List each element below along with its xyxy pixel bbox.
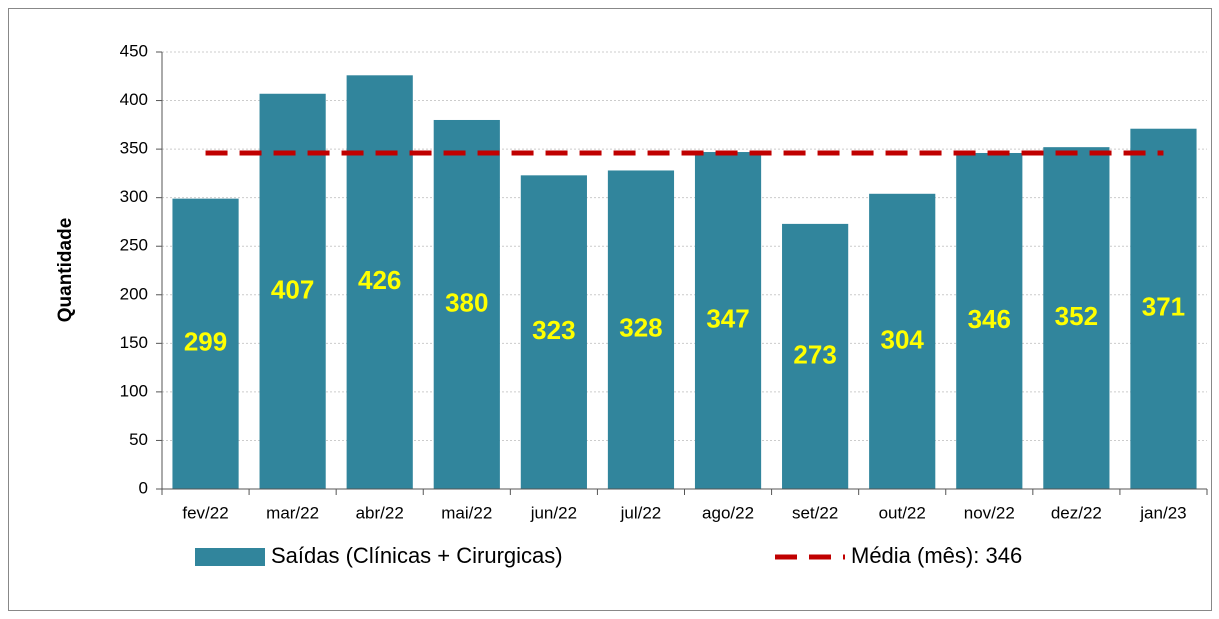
- y-axis-label: Quantidade: [55, 218, 76, 323]
- y-tick-label: 250: [120, 236, 148, 255]
- y-tick-label: 350: [120, 139, 148, 158]
- data-label: 426: [358, 265, 401, 295]
- x-tick-label: mar/22: [266, 503, 319, 522]
- data-label: 407: [271, 274, 314, 304]
- x-tick-label: jan/23: [1139, 503, 1186, 522]
- data-label: 380: [445, 287, 488, 317]
- y-tick-label: 200: [120, 284, 148, 303]
- x-tick-label: jun/22: [530, 503, 577, 522]
- data-label: 299: [184, 327, 227, 357]
- data-label: 347: [706, 303, 749, 333]
- x-tick-label: ago/22: [702, 503, 754, 522]
- x-tick-label: jul/22: [620, 503, 662, 522]
- x-tick-label: mai/22: [441, 503, 492, 522]
- bar: [433, 119, 500, 489]
- x-tick-label: abr/22: [356, 503, 404, 522]
- y-tick-label: 0: [139, 478, 148, 497]
- bar: [782, 223, 849, 490]
- x-tick-label: set/22: [792, 503, 838, 522]
- data-label: 352: [1055, 301, 1098, 331]
- data-label: 328: [619, 313, 662, 343]
- y-tick-label: 150: [120, 333, 148, 352]
- data-label: 273: [793, 339, 836, 369]
- legend-label: Média (mês): 346: [851, 543, 1022, 568]
- data-label: 304: [881, 324, 925, 354]
- bar: [607, 170, 675, 489]
- bar: [346, 75, 413, 489]
- y-tick-label: 400: [120, 90, 148, 109]
- bar: [869, 193, 936, 489]
- y-tick-label: 450: [120, 41, 148, 60]
- bar: [259, 93, 326, 489]
- bar: [172, 198, 239, 490]
- bar: [520, 175, 587, 489]
- bar: [956, 152, 1023, 490]
- data-label: 346: [968, 304, 1011, 334]
- data-label: 323: [532, 315, 575, 345]
- x-tick-label: fev/22: [182, 503, 228, 522]
- x-tick-label: nov/22: [964, 503, 1015, 522]
- bar: [1043, 147, 1110, 489]
- y-tick-label: 300: [120, 187, 148, 206]
- y-tick-label: 100: [120, 381, 148, 400]
- legend-label: Saídas (Clínicas + Cirurgicas): [271, 543, 563, 568]
- data-label: 371: [1142, 292, 1185, 322]
- y-tick-label: 50: [129, 430, 148, 449]
- legend-swatch: [195, 548, 265, 566]
- x-tick-label: out/22: [879, 503, 926, 522]
- bar: [694, 152, 762, 489]
- x-tick-label: dez/22: [1051, 503, 1102, 522]
- bar: [1130, 128, 1197, 489]
